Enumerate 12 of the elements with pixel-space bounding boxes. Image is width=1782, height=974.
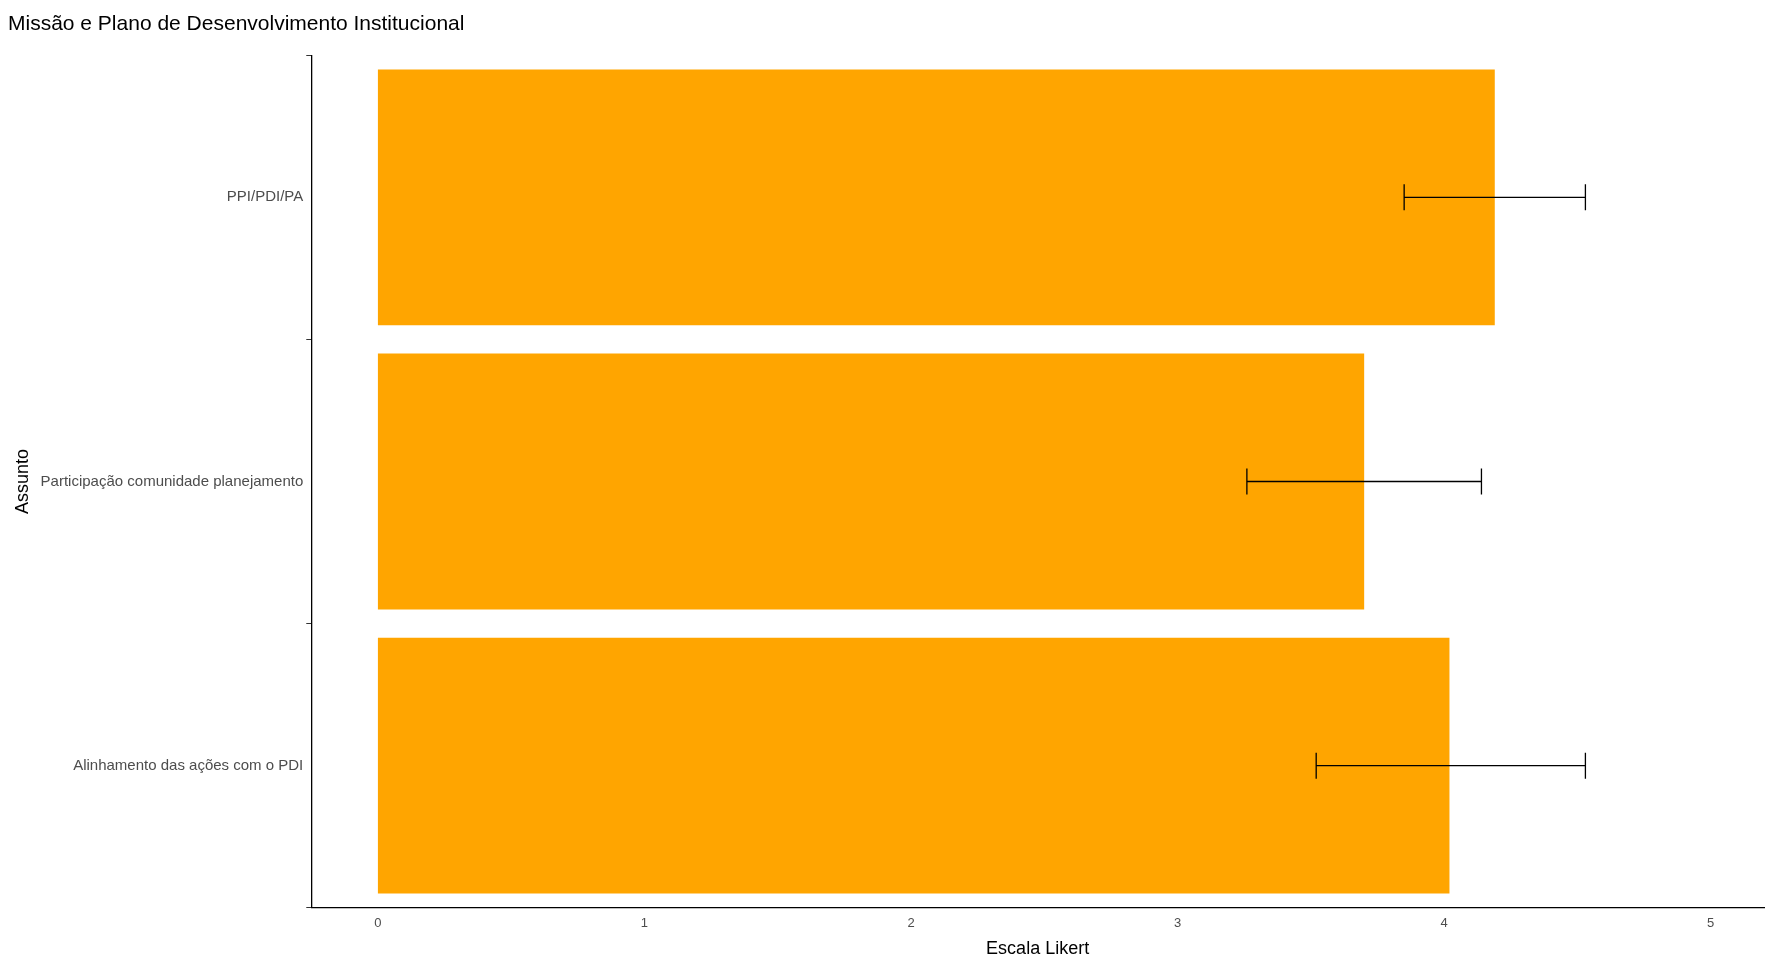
y-tick-label: Alinhamento das ações com o PDI	[73, 755, 304, 773]
y-axis-title: Assunto	[11, 448, 32, 515]
x-tick-label: 2	[907, 915, 915, 931]
chart-title: Missão e Plano de Desenvolvimento Institucional	[8, 11, 465, 35]
x-tick-label: 4	[1440, 915, 1448, 931]
x-tick-label: 5	[1707, 915, 1715, 931]
x-tick-label: 0	[374, 915, 382, 931]
x-tick-label: 1	[640, 915, 649, 931]
x-tick-label: 3	[1173, 915, 1182, 931]
y-tick-label: Participação comunidade planejamento	[40, 471, 304, 489]
y-tick-label: PPI/PDI/PA	[226, 187, 304, 205]
x-axis-title: Escala Likert	[986, 938, 1090, 959]
